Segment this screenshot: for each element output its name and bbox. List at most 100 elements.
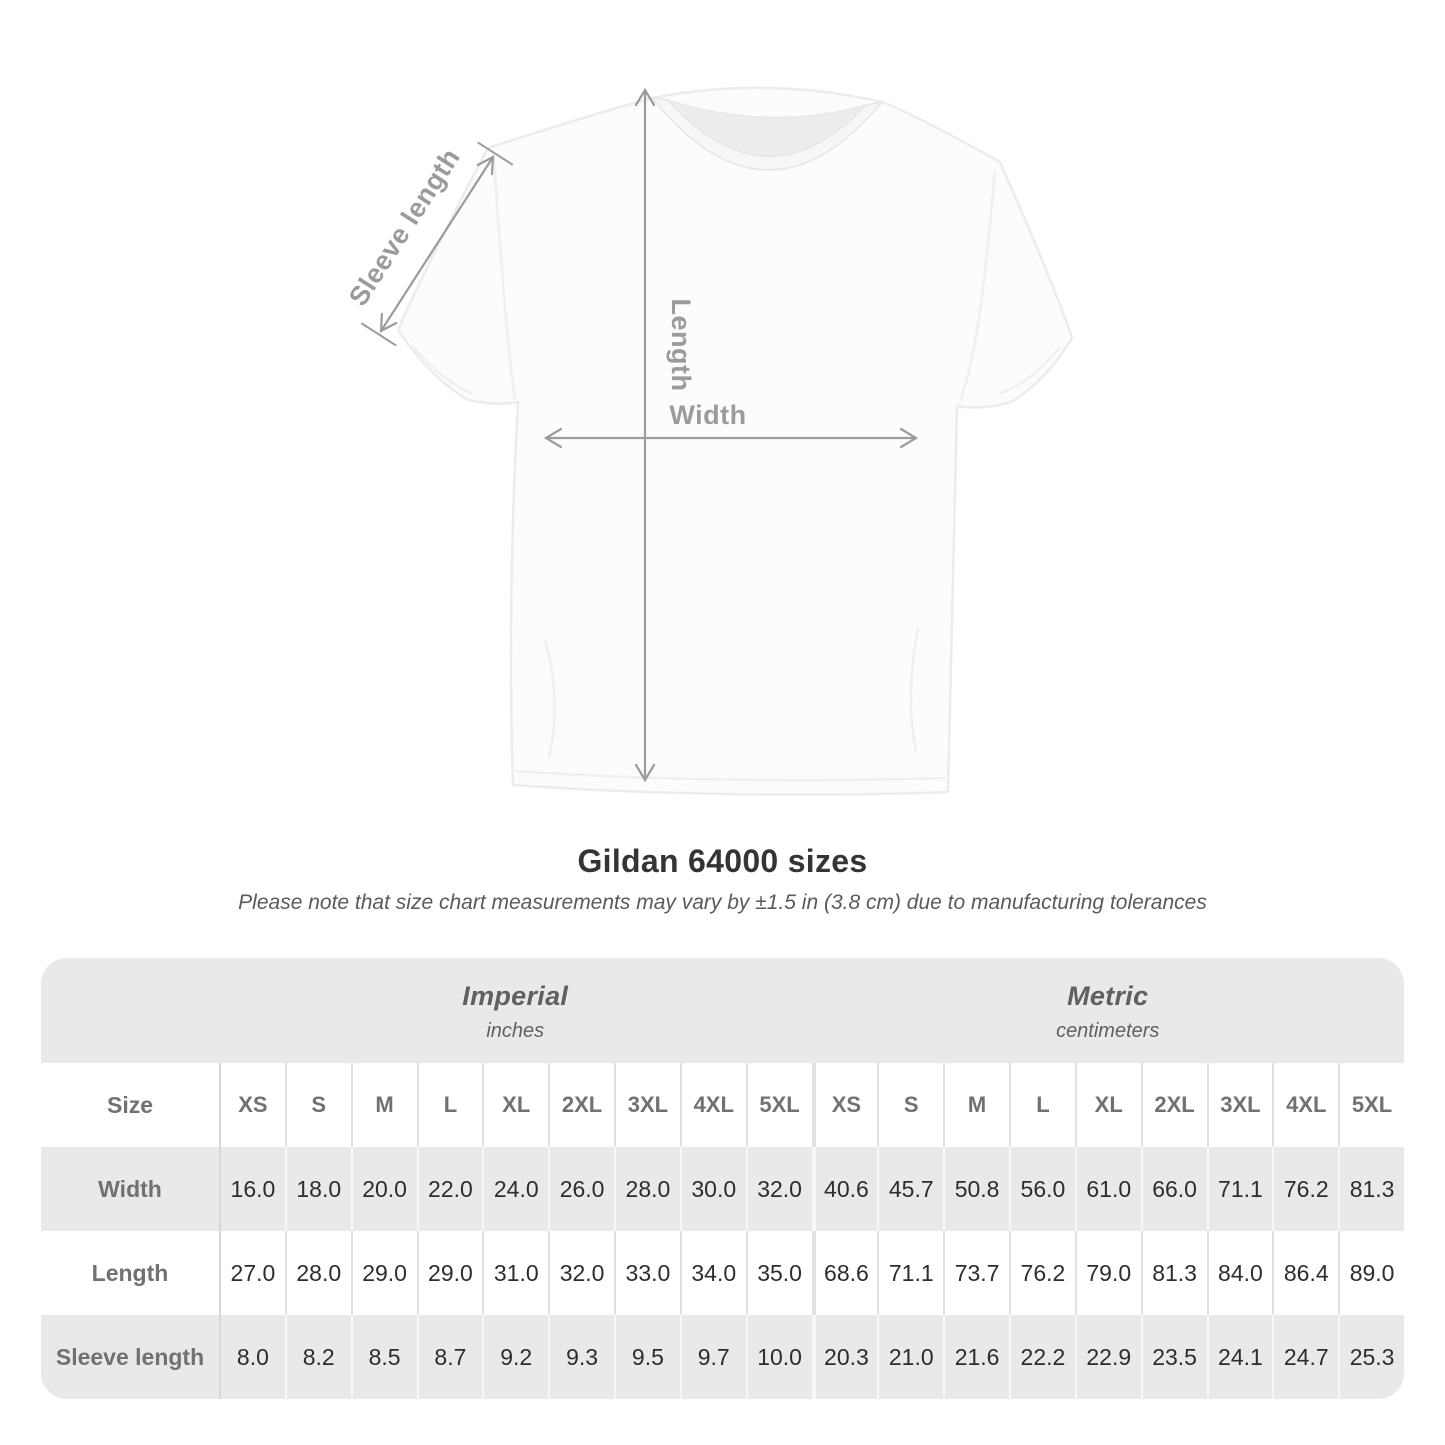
imperial-group-name: Imperial (462, 980, 569, 1011)
size-header-cell: 3XL (614, 1063, 680, 1147)
sleeve-metric-cell: 24.7 (1272, 1315, 1338, 1399)
length-imperial-cell: 35.0 (745, 1231, 812, 1315)
sleeve-length-row: Sleeve length 8.0 8.2 8.5 8.7 9.2 9.3 9.… (41, 1315, 1404, 1399)
sleeve-metric-cell: 22.9 (1074, 1315, 1141, 1399)
metric-group-name: Metric (1067, 980, 1149, 1011)
size-header-cell: XS (219, 1063, 285, 1147)
size-header-cell: 4XL (679, 1063, 746, 1147)
length-row: Length 27.0 28.0 29.0 29.0 31.0 32.0 33.… (41, 1231, 1404, 1315)
seam-lines (411, 157, 1061, 782)
size-header-cell: M (350, 1063, 417, 1147)
sleeve-metric-cell: 21.0 (877, 1315, 943, 1399)
length-label: Length (666, 299, 696, 392)
width-imperial-cell: 22.0 (416, 1147, 483, 1231)
sleeve-imperial-cell: 8.0 (219, 1315, 285, 1399)
size-chart-table: Imperial inches Metric centimeters Size … (41, 958, 1404, 1399)
size-header-cell: 3XL (1206, 1063, 1273, 1147)
size-column-label: Size (106, 1091, 154, 1118)
size-header-cell: 2XL (1140, 1063, 1207, 1147)
width-metric-cell: 76.2 (1272, 1147, 1338, 1231)
length-metric-cell: 84.0 (1206, 1231, 1273, 1315)
width-imperial-cell: 24.0 (482, 1147, 548, 1231)
size-header-cell: 2XL (548, 1063, 614, 1147)
length-imperial-cell: 33.0 (614, 1231, 680, 1315)
heading-block: Gildan 64000 sizes Please note that size… (0, 843, 1445, 915)
size-header-cell: L (416, 1063, 483, 1147)
page-title: Gildan 64000 sizes (577, 843, 868, 879)
width-imperial-cell: 26.0 (548, 1147, 614, 1231)
width-imperial-cell: 16.0 (219, 1147, 285, 1231)
size-header-cell: L (1009, 1063, 1075, 1147)
sleeve-imperial-cell: 9.3 (548, 1315, 614, 1399)
length-metric-cell: 86.4 (1272, 1231, 1338, 1315)
sleeve-metric-cell: 22.2 (1009, 1315, 1075, 1399)
size-header-row: Size XS S M L XL 2XL 3XL 4XL 5XL XS S M … (41, 1063, 1404, 1147)
size-header-cell: M (943, 1063, 1009, 1147)
imperial-group-header: Imperial inches (219, 958, 812, 1063)
sleeve-imperial-cell: 8.7 (416, 1315, 483, 1399)
tolerance-note: Please note that size chart measurements… (238, 891, 1207, 914)
sleeve-imperial-cell: 9.7 (679, 1315, 746, 1399)
width-metric-cell: 61.0 (1074, 1147, 1141, 1231)
tshirt-photo (396, 86, 1074, 796)
length-metric-cell: 71.1 (877, 1231, 943, 1315)
width-metric-cell: 71.1 (1206, 1147, 1273, 1231)
corner-spacer (41, 958, 219, 1063)
width-label: Width (669, 400, 746, 430)
sleeve-metric-cell: 24.1 (1206, 1315, 1273, 1399)
size-header-cell: S (284, 1063, 351, 1147)
sleeve-imperial-cell: 9.5 (614, 1315, 680, 1399)
length-imperial-cell: 28.0 (284, 1231, 351, 1315)
size-header-cell: XL (482, 1063, 548, 1147)
width-imperial-cell: 32.0 (745, 1147, 812, 1231)
size-header-cell: XL (1074, 1063, 1141, 1147)
length-arrow (634, 87, 656, 783)
row-label: Width (98, 1175, 162, 1202)
length-metric-cell: 79.0 (1074, 1231, 1141, 1315)
length-imperial-cell: 34.0 (679, 1231, 746, 1315)
length-metric-cell: 76.2 (1009, 1231, 1075, 1315)
sleeve-metric-cell: 25.3 (1338, 1315, 1404, 1399)
width-imperial-cell: 28.0 (614, 1147, 680, 1231)
collar-band (650, 96, 885, 171)
width-row: Width 16.0 18.0 20.0 22.0 24.0 26.0 28.0… (41, 1147, 1404, 1231)
unit-group-header-row: Imperial inches Metric centimeters (41, 958, 1404, 1063)
row-label: Sleeve length (55, 1343, 205, 1370)
length-imperial-cell: 29.0 (416, 1231, 483, 1315)
sleeve-metric-cell: 21.6 (943, 1315, 1009, 1399)
width-imperial-cell: 20.0 (350, 1147, 417, 1231)
sleeve-imperial-cell: 8.5 (350, 1315, 417, 1399)
width-imperial-cell: 30.0 (679, 1147, 746, 1231)
size-header-cell: S (877, 1063, 943, 1147)
length-imperial-cell: 29.0 (350, 1231, 417, 1315)
sleeve-length-arrow (361, 141, 513, 347)
width-metric-cell: 45.7 (877, 1147, 943, 1231)
imperial-group-unit: inches (486, 1019, 545, 1042)
length-imperial-cell: 31.0 (482, 1231, 548, 1315)
tshirt-diagram: Sleeve length Length Width (343, 86, 1074, 796)
width-metric-cell: 40.6 (811, 1147, 878, 1231)
tshirt-body (396, 86, 1074, 796)
width-metric-cell: 50.8 (943, 1147, 1009, 1231)
size-header-cell: 4XL (1272, 1063, 1338, 1147)
sleeve-metric-cell: 23.5 (1140, 1315, 1207, 1399)
length-metric-cell: 73.7 (943, 1231, 1009, 1315)
sleeve-metric-cell: 20.3 (811, 1315, 878, 1399)
size-header-cell: 5XL (745, 1063, 812, 1147)
length-metric-cell: 68.6 (811, 1231, 878, 1315)
size-header-cell: 5XL (1338, 1063, 1404, 1147)
size-header-cell: XS (811, 1063, 878, 1147)
sleeve-imperial-cell: 8.2 (284, 1315, 351, 1399)
length-imperial-cell: 27.0 (219, 1231, 285, 1315)
sleeve-imperial-cell: 9.2 (482, 1315, 548, 1399)
width-metric-cell: 66.0 (1140, 1147, 1207, 1231)
width-imperial-cell: 18.0 (284, 1147, 351, 1231)
sleeve-imperial-cell: 10.0 (745, 1315, 812, 1399)
width-metric-cell: 56.0 (1009, 1147, 1075, 1231)
length-imperial-cell: 32.0 (548, 1231, 614, 1315)
metric-group-header: Metric centimeters (812, 958, 1405, 1063)
metric-group-unit: centimeters (1056, 1019, 1160, 1042)
row-label: Length (91, 1259, 169, 1286)
width-metric-cell: 81.3 (1338, 1147, 1404, 1231)
